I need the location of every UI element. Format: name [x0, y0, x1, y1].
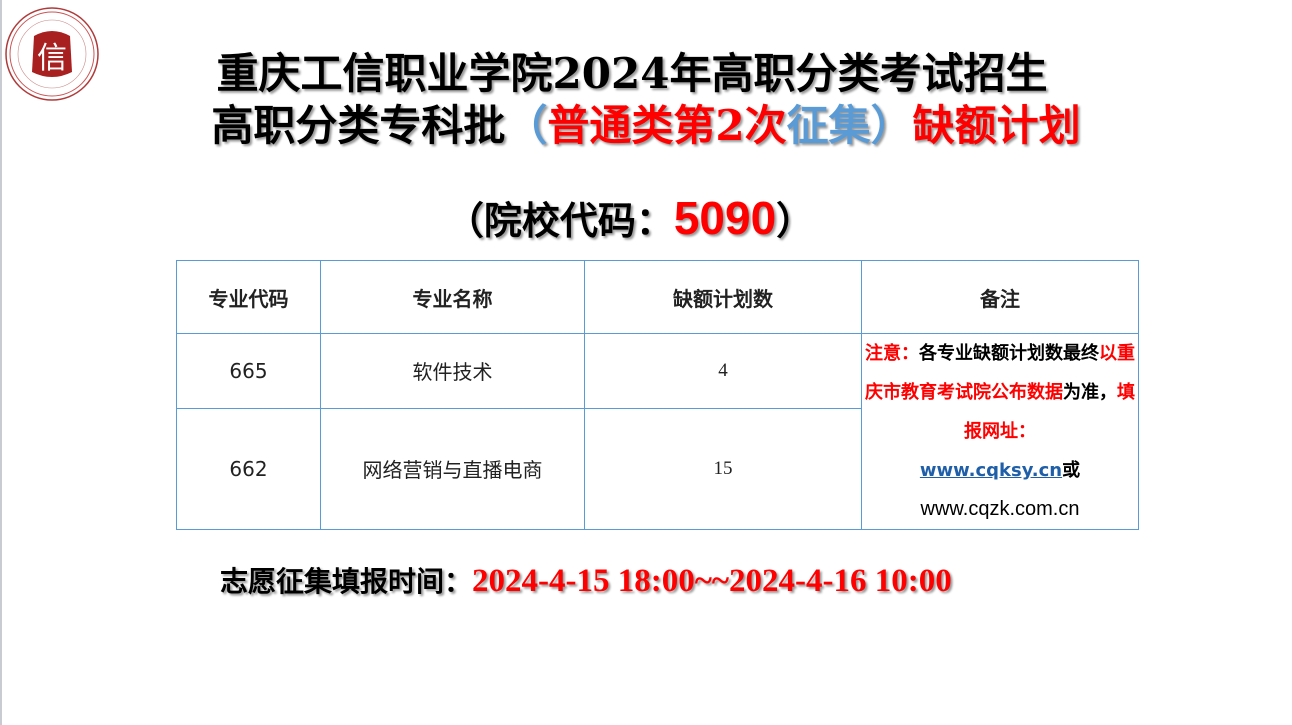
- svg-text:信: 信: [37, 41, 67, 76]
- header-note: 备注: [861, 260, 1139, 334]
- major-name: 网络营销与直播电商: [320, 407, 585, 531]
- paren-open: （: [505, 101, 548, 150]
- major-code: 665: [176, 333, 321, 409]
- school-code-suffix: ）: [776, 198, 815, 243]
- note-cell: 注意：各专业缺额计划数最终以重庆市教育考试院公布数据为准，填报网址： www.c…: [861, 333, 1139, 530]
- title-batch: 高职分类专科批: [211, 101, 506, 150]
- school-code: （院校代码：5090）: [0, 190, 1260, 245]
- time-value: 2024-4-15 18:00~~2024-4-16 10:00: [472, 563, 952, 599]
- school-code-label: （院校代码：: [445, 198, 674, 243]
- school-logo-seal: 信: [5, 7, 99, 101]
- vacancy-count: 15: [584, 407, 862, 531]
- school-code-value: 5090: [673, 192, 777, 244]
- table-row: 665 软件技术 4 注意：各专业缺额计划数最终以重庆市教育考试院公布数据为准，…: [176, 333, 1139, 530]
- note-attention: 注意：: [865, 343, 919, 364]
- title-collection: 征集: [786, 101, 871, 150]
- title-category: 普通类第2次: [547, 101, 787, 150]
- note-url-label: 填报网址：: [964, 382, 1135, 442]
- application-time: 志愿征集填报时间：2024-4-15 18:00~~2024-4-16 10:0…: [220, 560, 952, 600]
- major-code: 662: [176, 407, 321, 531]
- left-border: [0, 0, 2, 725]
- note-text-2: 为准，: [1063, 382, 1117, 403]
- time-label: 志愿征集填报时间：: [220, 565, 473, 598]
- vacancy-table: 专业代码 专业名称 缺额计划数 备注 665 软件技术 4 注意：各专业缺额计划…: [176, 260, 1139, 531]
- link-cqzk: www.cqzk.com.cn: [920, 498, 1080, 520]
- note-text: 各专业缺额计划数最终: [919, 343, 1099, 364]
- header-count: 缺额计划数: [584, 260, 862, 334]
- paren-close: ）: [870, 101, 913, 150]
- title-plan: 缺额计划: [912, 101, 1081, 150]
- page-title-line2: 高职分类专科批（普通类第2次征集）缺额计划: [0, 92, 1292, 153]
- header-code: 专业代码: [176, 260, 321, 334]
- vacancy-count: 4: [584, 333, 862, 409]
- table-header: 专业代码 专业名称 缺额计划数 备注: [176, 260, 1139, 334]
- note-authority: 以重庆市教育考试院公布数据: [865, 343, 1135, 403]
- note-or: 或: [1062, 460, 1081, 481]
- header-name: 专业名称: [320, 260, 585, 334]
- page-title-line1: 重庆工信职业学院2024年高职分类考试招生: [216, 49, 1048, 98]
- table-row: 662 网络营销与直播电商 15: [176, 407, 1139, 531]
- link-cqksy[interactable]: www.cqksy.cn: [919, 460, 1063, 481]
- major-name: 软件技术: [320, 333, 585, 409]
